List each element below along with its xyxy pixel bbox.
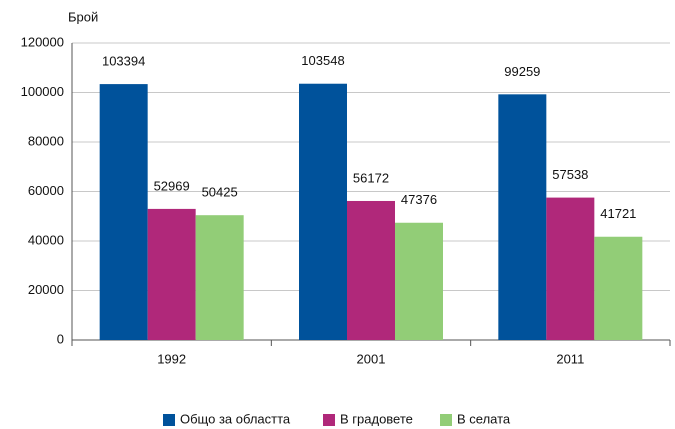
- data-label: 56172: [353, 170, 389, 185]
- bar: [147, 208, 196, 340]
- x-tick-label: 1992: [157, 351, 186, 366]
- data-label: 52969: [154, 178, 190, 193]
- bar: [498, 94, 547, 340]
- legend-swatch: [163, 414, 175, 426]
- data-label: 41721: [600, 206, 636, 221]
- data-label: 47376: [401, 192, 437, 207]
- bar: [395, 222, 443, 340]
- x-tick-label: 2011: [556, 351, 584, 366]
- bar: [594, 236, 643, 340]
- y-tick-label: 20000: [28, 282, 64, 297]
- bar: [299, 83, 347, 341]
- legend-label: Общо за областта: [180, 411, 291, 426]
- data-label: 103548: [301, 53, 344, 68]
- y-tick-label: 100000: [21, 84, 64, 99]
- legend-swatch: [323, 414, 335, 426]
- data-label: 57538: [552, 167, 588, 182]
- y-tick-label: 120000: [21, 34, 64, 49]
- bar: [347, 200, 395, 340]
- data-label: 103394: [102, 54, 145, 69]
- data-label: 50425: [202, 185, 238, 200]
- legend-swatch: [440, 414, 452, 426]
- y-tick-label: 80000: [28, 133, 64, 148]
- legend-label: В селата: [457, 411, 511, 426]
- data-label: 99259: [504, 64, 540, 79]
- y-tick-label: 40000: [28, 232, 64, 247]
- x-tick-label: 2001: [357, 351, 386, 366]
- bar: [546, 197, 595, 340]
- y-tick-label: 0: [57, 331, 64, 346]
- bar: [195, 215, 244, 340]
- bar: [99, 84, 148, 340]
- y-axis-label: Брой: [68, 9, 98, 24]
- legend-label: В градовете: [340, 411, 413, 426]
- y-tick-label: 60000: [28, 183, 64, 198]
